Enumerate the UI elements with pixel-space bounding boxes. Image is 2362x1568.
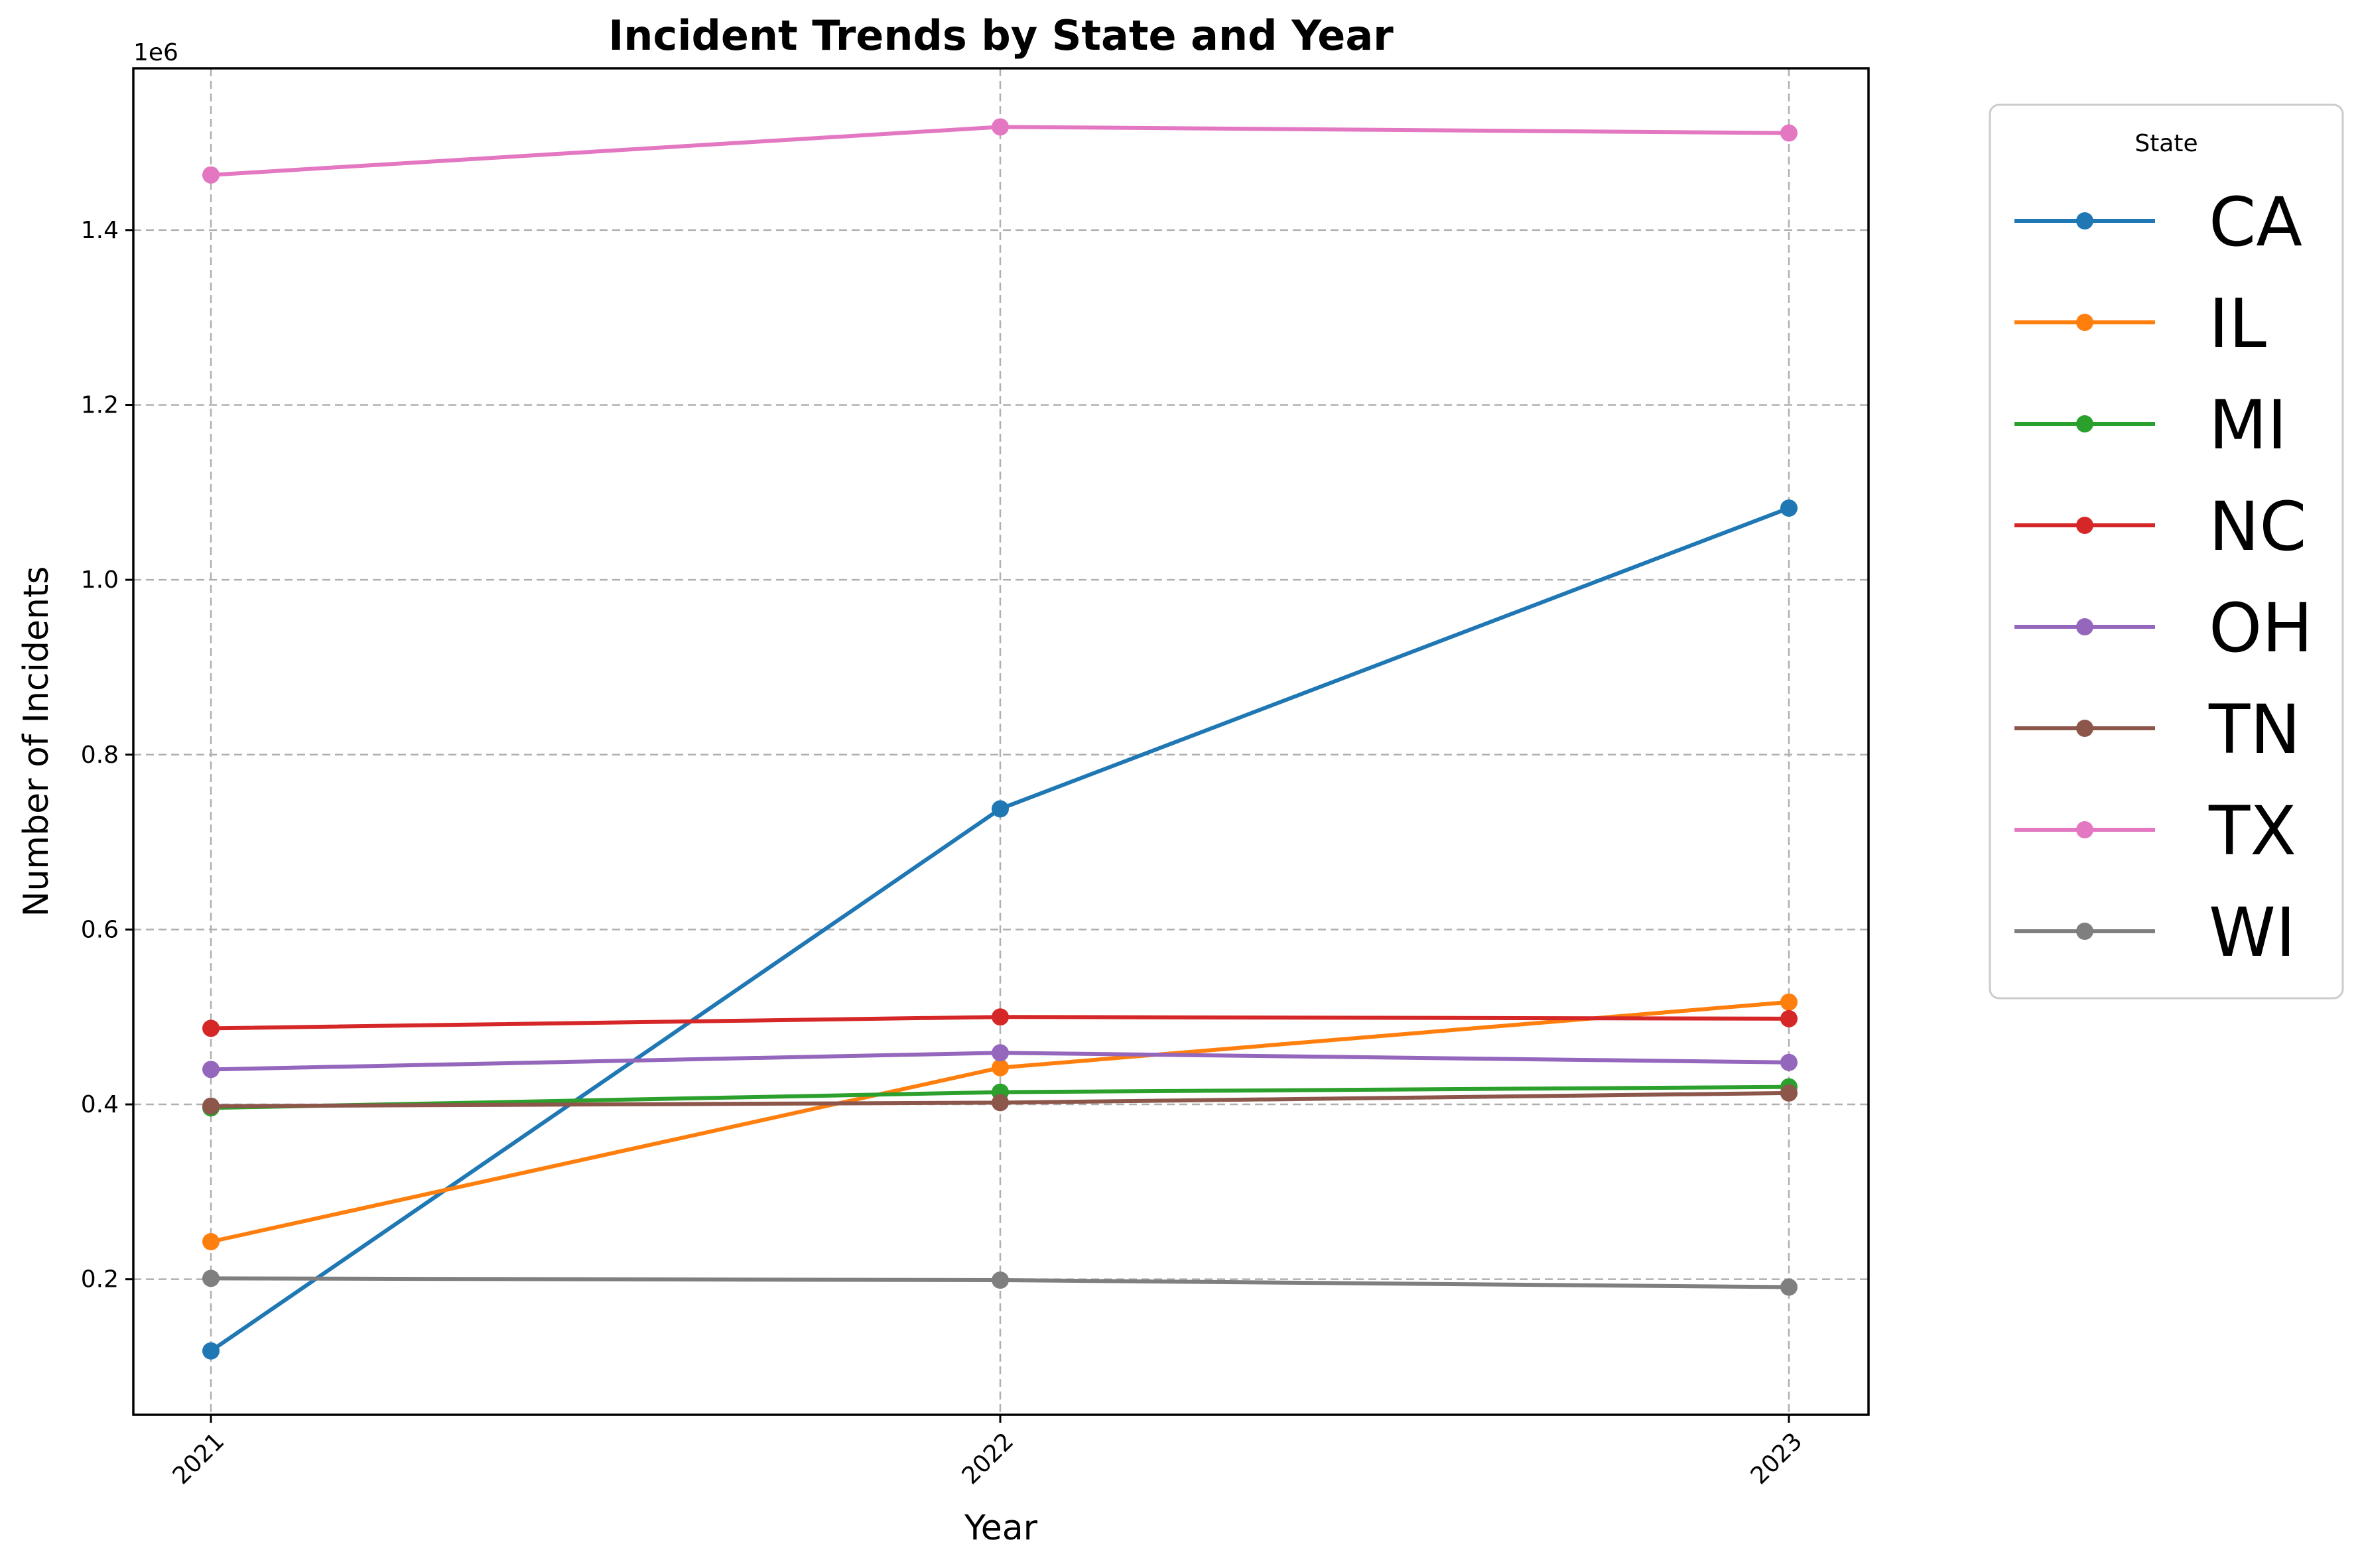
legend-entry-il: IL	[2014, 285, 2266, 363]
data-point-tn	[1780, 1084, 1798, 1102]
data-point-wi	[992, 1272, 1009, 1289]
legend-entry-tx: TX	[2014, 792, 2296, 871]
data-point-wi	[1780, 1278, 1798, 1296]
legend-swatch-marker	[2076, 720, 2093, 737]
legend-swatch-marker	[2076, 415, 2093, 432]
legend-box	[1989, 103, 2344, 1000]
legend-swatch-marker	[2076, 212, 2093, 229]
data-point-ca	[202, 1342, 220, 1360]
y-tick-label: 1.2	[81, 392, 119, 419]
data-point-oh	[1780, 1053, 1798, 1071]
legend-entry-oh: OH	[2014, 589, 2313, 668]
data-point-nc	[202, 1019, 220, 1037]
y-offset-label: 1e6	[133, 39, 178, 66]
legend-label: MI	[2209, 386, 2287, 465]
x-axis-label: Year	[964, 1508, 1038, 1548]
series-tn	[202, 1084, 1798, 1115]
data-point-ca	[1780, 499, 1798, 517]
series-il	[202, 993, 1798, 1250]
legend-title: State	[2134, 130, 2198, 157]
legend-swatch-marker	[2076, 821, 2093, 838]
series-tx	[202, 118, 1798, 184]
legend-entry-ca: CA	[2014, 183, 2302, 262]
series-wi	[202, 1270, 1798, 1296]
data-point-il	[992, 1059, 1009, 1077]
data-point-il	[202, 1233, 220, 1250]
legend-entry-wi: WI	[2014, 893, 2296, 972]
data-point-tn	[202, 1097, 220, 1115]
series-oh	[202, 1044, 1798, 1078]
series-layer	[202, 118, 1798, 1360]
data-point-tn	[992, 1094, 1009, 1112]
y-tick-label: 1.0	[81, 566, 119, 594]
y-tick-label: 0.2	[81, 1266, 119, 1293]
legend-label: CA	[2209, 183, 2302, 262]
legend-label: TX	[2208, 792, 2296, 871]
grid	[133, 68, 1869, 1415]
series-ca	[202, 499, 1798, 1360]
data-point-oh	[202, 1061, 220, 1078]
data-point-tx	[1780, 124, 1798, 142]
chart-title: Incident Trends by State and Year	[608, 11, 1394, 60]
legend-items: CA IL MI NC OH TN TX WI	[2014, 183, 2313, 972]
data-point-il	[1780, 993, 1798, 1011]
legend-label: IL	[2209, 285, 2266, 363]
y-tick-label: 0.6	[81, 916, 119, 943]
legend-entry-nc: NC	[2014, 488, 2307, 566]
y-tick-label: 1.4	[81, 217, 119, 244]
legend: State CA IL MI NC OH TN TX WI	[1989, 103, 2344, 1000]
data-point-wi	[202, 1270, 220, 1287]
legend-label: WI	[2209, 893, 2296, 972]
legend-entry-tn: TN	[2014, 690, 2301, 769]
legend-swatch-marker	[2076, 618, 2093, 635]
data-point-oh	[992, 1044, 1009, 1062]
legend-label: TN	[2208, 690, 2301, 769]
legend-label: NC	[2209, 488, 2307, 566]
data-point-nc	[1780, 1010, 1798, 1027]
legend-swatch-marker	[2076, 923, 2093, 940]
legend-entry-mi: MI	[2014, 386, 2287, 465]
data-point-ca	[992, 800, 1009, 818]
data-point-tx	[992, 118, 1009, 136]
series-nc	[202, 1008, 1798, 1037]
y-tick-label: 0.4	[81, 1091, 119, 1118]
data-point-tx	[202, 166, 220, 184]
data-point-nc	[992, 1008, 1009, 1026]
y-tick-label: 0.8	[81, 742, 119, 769]
y-axis-label: Number of Incidents	[17, 566, 56, 917]
legend-swatch-marker	[2076, 517, 2093, 534]
legend-label: OH	[2209, 589, 2313, 668]
legend-swatch-marker	[2076, 314, 2093, 331]
